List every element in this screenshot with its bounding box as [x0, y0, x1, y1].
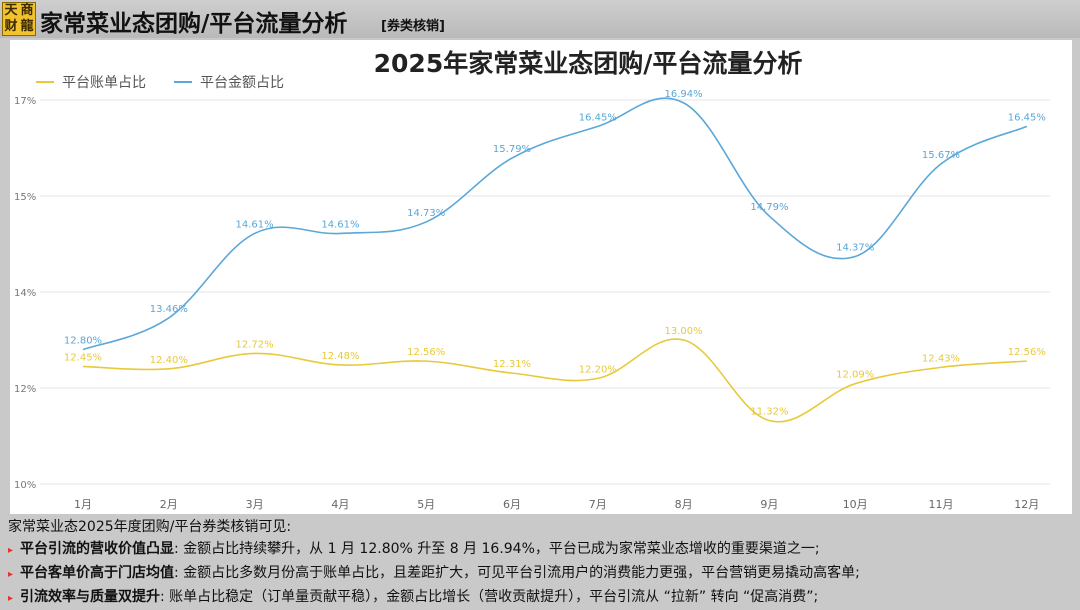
line-chart: 2025年家常菜业态团购/平台流量分析 平台账单占比 平台金额占比 17% 15% 1…: [14, 49, 1050, 511]
page-tag: [券类核销]: [381, 19, 445, 34]
note-item: ▸ 引流效率与质量双提升: 账单占比稳定（订单量贡献平稳），金额占比增长（营收贡献…: [8, 586, 1072, 610]
data-label: 16.45%: [1008, 112, 1046, 123]
x-tick-label: 8月: [675, 498, 693, 511]
data-label: 12.20%: [579, 364, 617, 375]
data-label: 14.61%: [321, 219, 359, 230]
data-label: 13.46%: [150, 304, 188, 315]
x-tick-label: 6月: [503, 498, 521, 511]
data-label: 15.67%: [922, 150, 960, 161]
note-item: ▸ 平台引流的营收价值凸显: 金额占比持续攀升，从 1 月 12.80% 升至 8…: [8, 538, 1072, 562]
y-tick-label: 14%: [14, 288, 36, 299]
data-label: 12.45%: [64, 352, 102, 363]
data-label: 12.09%: [836, 370, 874, 381]
data-label: 14.79%: [750, 202, 788, 213]
x-tick-label: 5月: [417, 498, 435, 511]
series-line-2: [82, 97, 1028, 351]
legend-item-1: 平台账单占比: [62, 75, 146, 91]
page-title: 家常菜业态团购/平台流量分析: [40, 11, 348, 37]
x-tick-label: 12月: [1014, 498, 1039, 511]
x-tick-label: 11月: [929, 498, 954, 511]
data-label: 12.56%: [407, 347, 445, 358]
x-tick-label: 9月: [760, 498, 778, 511]
x-tick-label: 1月: [74, 498, 92, 511]
brand-logo: 天商 财龍: [2, 2, 36, 36]
data-label: 12.48%: [321, 351, 359, 362]
chart-title: 2025年家常菜业态团购/平台流量分析: [374, 49, 803, 78]
data-label: 16.45%: [579, 112, 617, 123]
legend-item-2: 平台金额占比: [200, 75, 284, 91]
y-tick-label: 15%: [14, 192, 36, 203]
y-tick-label: 12%: [14, 384, 36, 395]
x-tick-label: 7月: [589, 498, 607, 511]
series-line-1: [82, 338, 1027, 423]
data-label: 13.00%: [665, 326, 703, 337]
x-tick-label: 4月: [331, 498, 349, 511]
bullet-icon: ▸: [8, 593, 14, 604]
data-label: 12.31%: [493, 359, 531, 370]
data-label: 12.40%: [150, 355, 188, 366]
note-item: ▸ 平台客单价高于门店均值: 金额占比多数月份高于账单占比，且差距扩大，可见平台引…: [8, 562, 1072, 586]
data-label: 12.80%: [64, 336, 102, 347]
data-label: 14.61%: [236, 219, 274, 230]
chart-card: 2025年家常菜业态团购/平台流量分析 平台账单占比 平台金额占比 17% 15% 1…: [10, 40, 1072, 514]
data-label: 11.32%: [750, 407, 788, 418]
y-tick-label: 10%: [14, 480, 36, 491]
data-label: 12.43%: [922, 353, 960, 364]
data-label: 12.72%: [236, 339, 274, 350]
data-label: 16.94%: [665, 89, 703, 100]
data-label: 12.56%: [1008, 347, 1046, 358]
notes-intro: 家常菜业态2025年度团购/平台券类核销可见:: [8, 519, 292, 535]
bullet-icon: ▸: [8, 545, 14, 556]
x-tick-label: 2月: [160, 498, 178, 511]
analysis-notes: 家常菜业态2025年度团购/平台券类核销可见: ▸ 平台引流的营收价值凸显: 金额…: [8, 516, 1072, 610]
x-tick-label: 3月: [246, 498, 264, 511]
data-label: 14.73%: [407, 208, 445, 219]
x-tick-label: 10月: [843, 498, 868, 511]
y-tick-label: 17%: [14, 96, 36, 107]
data-label: 15.79%: [493, 144, 531, 155]
data-label: 14.37%: [836, 242, 874, 253]
bullet-icon: ▸: [8, 569, 14, 580]
header-bar: 天商 财龍 家常菜业态团购/平台流量分析 [券类核销]: [0, 0, 1080, 38]
